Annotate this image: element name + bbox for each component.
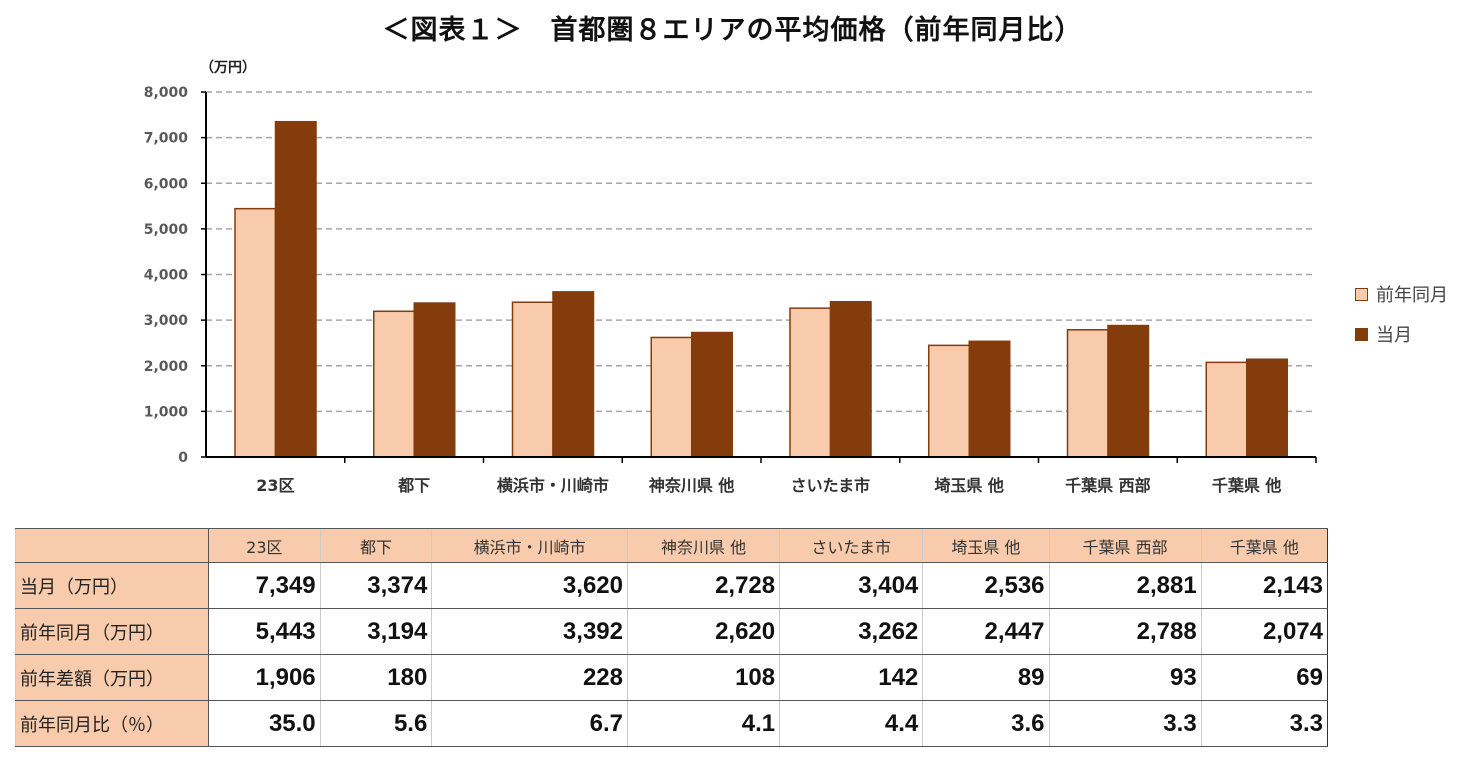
bar-prev-year <box>373 310 415 458</box>
table-cell: 2,788 <box>1048 608 1202 655</box>
table-row: 前年同月（万円） 5,443 3,194 3,392 2,620 3,262 2,447 2,… <box>15 608 1328 655</box>
bar-current <box>968 340 1011 458</box>
table-cell: 93 <box>1048 654 1202 701</box>
table-cell: 7,349 <box>208 562 321 609</box>
table-cell: 3,392 <box>431 608 628 655</box>
table-cell: 4.1 <box>626 700 780 747</box>
table-cell: 3.6 <box>922 700 1050 747</box>
bar-prev-year <box>234 207 277 458</box>
column-header: 神奈川県 他 <box>626 528 780 563</box>
table-cell: 142 <box>779 654 923 701</box>
bar-current <box>274 120 317 458</box>
bar-current <box>829 300 872 458</box>
table-cell: 6.7 <box>431 700 628 747</box>
column-header: 横浜市・川崎市 <box>431 528 628 563</box>
table-cell: 108 <box>626 654 780 701</box>
legend-item-current: 当月 <box>1355 321 1412 347</box>
y-tick-label: 2,000 <box>144 359 189 375</box>
table-cell: 3.3 <box>1200 700 1328 747</box>
table-cell: 2,143 <box>1200 562 1328 609</box>
legend-label: 当月 <box>1376 325 1412 346</box>
row-label: 前年差額（万円） <box>15 654 209 701</box>
table-cell: 5.6 <box>319 700 432 747</box>
header-corner <box>15 528 209 563</box>
data-table: 23区 都下 横浜市・川崎市 神奈川県 他 さいたま市 埼玉県 他 千葉県 西部… <box>15 528 1328 747</box>
column-header: 都下 <box>319 528 432 563</box>
row-label: 前年同月（万円） <box>15 608 209 655</box>
bar-current <box>552 291 595 458</box>
table-header-row: 23区 都下 横浜市・川崎市 神奈川県 他 さいたま市 埼玉県 他 千葉県 西部… <box>15 528 1328 563</box>
x-tick-label: 都下 <box>397 476 430 495</box>
column-header: 千葉県 西部 <box>1048 528 1202 563</box>
y-tick-label: 6,000 <box>144 176 189 192</box>
table-cell: 228 <box>431 654 628 701</box>
x-tick-label: 千葉県 他 <box>1212 476 1282 495</box>
x-tick-label: 神奈川県 他 <box>649 476 735 495</box>
table-cell: 3,404 <box>779 562 923 609</box>
table-cell: 180 <box>319 654 432 701</box>
bar-prev-year <box>928 344 970 458</box>
row-label: 当月（万円） <box>15 562 209 609</box>
column-header: 千葉県 他 <box>1200 528 1328 563</box>
table-cell: 3,374 <box>319 562 432 609</box>
table-cell: 2,447 <box>922 608 1050 655</box>
legend-item-prev-year: 前年同月 <box>1355 281 1448 307</box>
y-tick-label: 8,000 <box>144 85 189 101</box>
legend-label: 前年同月 <box>1376 285 1448 306</box>
x-tick-label: 千葉県 西部 <box>1065 476 1151 495</box>
x-tick-label: 23区 <box>256 476 294 495</box>
bar-prev-year <box>1066 329 1109 458</box>
bar-current <box>413 302 456 458</box>
table-cell: 2,620 <box>626 608 780 655</box>
table-cell: 2,074 <box>1200 608 1328 655</box>
bar-prev-year <box>650 336 693 458</box>
table-cell: 1,906 <box>208 654 321 701</box>
bar-current <box>691 331 733 458</box>
column-header: さいたま市 <box>779 528 923 563</box>
legend-swatch <box>1355 327 1368 341</box>
table-cell: 3.3 <box>1048 700 1202 747</box>
x-tick-label: 横浜市・川崎市 <box>497 476 609 495</box>
table-row: 前年同月比（％） 35.0 5.6 6.7 4.1 4.4 3.6 3.3 3.3 <box>15 700 1328 747</box>
y-tick-label: 7,000 <box>144 131 189 147</box>
bar-prev-year <box>1205 361 1248 458</box>
y-tick-label: 5,000 <box>144 222 189 238</box>
table-cell: 2,536 <box>922 562 1050 609</box>
column-header: 埼玉県 他 <box>922 528 1050 563</box>
y-tick-label: 4,000 <box>144 268 189 284</box>
table-cell: 2,728 <box>626 562 780 609</box>
table-cell: 5,443 <box>208 608 321 655</box>
row-label: 前年同月比（％） <box>15 700 209 747</box>
bar-current <box>1107 324 1150 458</box>
table-cell: 89 <box>922 654 1050 701</box>
column-header: 23区 <box>208 528 321 563</box>
table-cell: 35.0 <box>208 700 321 747</box>
bar-prev-year <box>789 307 832 458</box>
table-cell: 3,620 <box>431 562 628 609</box>
y-tick-label: 0 <box>178 450 188 466</box>
table-cell: 2,881 <box>1048 562 1202 609</box>
table-cell: 4.4 <box>779 700 923 747</box>
bar-current <box>1246 358 1288 458</box>
table-row: 前年差額（万円） 1,906 180 228 108 142 89 93 69 <box>15 654 1328 701</box>
x-tick-label: 埼玉県 他 <box>934 476 1004 495</box>
table-cell: 69 <box>1200 654 1328 701</box>
table-cell: 3,262 <box>779 608 923 655</box>
y-tick-label: 1,000 <box>144 404 189 420</box>
legend-swatch <box>1355 287 1368 301</box>
x-tick-label: さいたま市 <box>791 476 871 495</box>
y-axis-unit-label: （万円） <box>200 60 256 76</box>
table-row: 当月（万円） 7,349 3,374 3,620 2,728 3,404 2,536 2,88… <box>15 562 1328 609</box>
chart-title: ＜図表１＞ 首都圏８エリアの平均価格（前年同月比） <box>382 15 1083 46</box>
y-tick-label: 3,000 <box>144 313 189 329</box>
table-cell: 3,194 <box>319 608 432 655</box>
bar-chart: （万円） 0 1,000 2,000 3,000 4,000 5,000 6,000 7,000… <box>144 60 1317 495</box>
bar-prev-year <box>511 301 554 458</box>
